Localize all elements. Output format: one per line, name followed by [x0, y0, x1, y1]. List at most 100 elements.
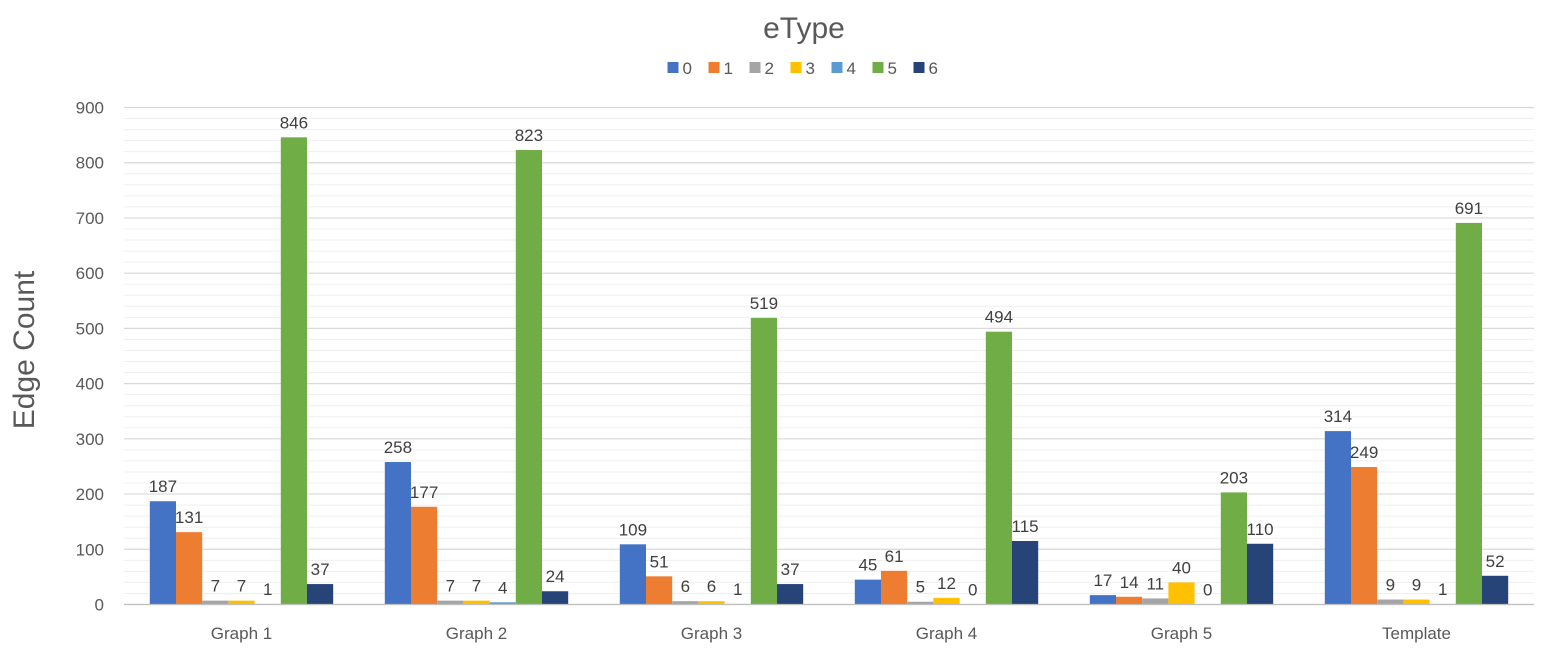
x-tick-label: Template	[1382, 624, 1451, 643]
legend-swatch	[790, 62, 802, 73]
y-tick-label: 900	[76, 99, 104, 118]
legend-label: 6	[929, 59, 938, 78]
data-label: 6	[681, 577, 690, 596]
bar	[1168, 582, 1195, 605]
data-label: 5	[916, 578, 925, 597]
bar	[750, 317, 777, 605]
bar	[881, 570, 908, 605]
legend-item: 5	[872, 59, 897, 78]
bar	[1482, 575, 1509, 605]
data-label: 494	[985, 308, 1013, 327]
bar	[698, 601, 725, 605]
bar	[437, 600, 464, 605]
data-label: 7	[446, 577, 455, 596]
bar	[542, 591, 569, 605]
legend: 0 1 2 3 4 5 6	[667, 59, 938, 78]
legend-label: 4	[847, 59, 856, 78]
bar	[646, 576, 673, 605]
bar	[1012, 540, 1039, 605]
bar	[384, 462, 411, 605]
bar	[933, 597, 960, 605]
data-label: 45	[858, 556, 877, 575]
bar	[1089, 595, 1116, 605]
data-label: 7	[211, 577, 220, 596]
bar	[1220, 492, 1247, 605]
data-label: 51	[650, 552, 669, 571]
bar	[411, 506, 438, 605]
bar	[176, 532, 203, 605]
legend-swatch	[749, 62, 761, 73]
x-tick-label: Graph 2	[446, 624, 507, 643]
legend-item: 1	[708, 59, 733, 78]
x-tick-label: Graph 4	[916, 624, 977, 643]
legend-swatch	[667, 62, 679, 73]
data-label: 40	[1172, 558, 1191, 577]
legend-item: 3	[790, 59, 815, 78]
data-label: 846	[280, 113, 308, 132]
bar	[307, 584, 334, 605]
data-label: 61	[885, 547, 904, 566]
data-label: 1	[263, 580, 272, 599]
data-label: 37	[311, 560, 330, 579]
data-label: 52	[1486, 552, 1505, 571]
x-axis-ticks: Graph 1 Graph 2 Graph 3 Graph 4 Graph 5 Templ…	[124, 603, 1534, 643]
data-label: 9	[1386, 576, 1395, 595]
legend-item: 6	[913, 59, 938, 78]
data-label: 823	[515, 126, 543, 145]
data-label: 9	[1412, 576, 1421, 595]
legend-swatch	[831, 62, 843, 73]
data-label: 7	[237, 577, 246, 596]
y-tick-label: 800	[76, 154, 104, 173]
bar	[1116, 596, 1143, 605]
x-tick-label: Graph 5	[1151, 624, 1212, 643]
data-label: 177	[410, 483, 438, 502]
legend-swatch	[913, 62, 925, 73]
x-tick-label: Graph 3	[681, 624, 742, 643]
legend-label: 2	[765, 59, 774, 78]
bar	[672, 601, 699, 605]
y-tick-label: 0	[95, 596, 104, 615]
data-label: 115	[1012, 517, 1039, 536]
y-axis-ticks: 0 100 200 300 400 500 600 700 800 900	[76, 99, 104, 615]
data-label: 519	[750, 294, 778, 313]
y-tick-label: 700	[76, 209, 104, 228]
data-label: 109	[619, 520, 647, 539]
bar	[515, 150, 542, 605]
legend-item: 2	[749, 59, 774, 78]
bar	[619, 544, 646, 605]
data-label: 12	[937, 574, 956, 593]
data-label: 187	[149, 477, 177, 496]
chart-title: eType	[763, 12, 845, 45]
bar	[985, 331, 1012, 605]
bar	[1324, 431, 1351, 605]
data-label: 249	[1350, 443, 1378, 462]
data-label: 4	[498, 578, 507, 597]
legend-swatch	[708, 62, 720, 73]
data-label: 0	[968, 581, 977, 600]
data-label: 6	[707, 577, 716, 596]
data-label: 203	[1220, 468, 1248, 487]
legend-label: 3	[806, 59, 815, 78]
bar	[1142, 598, 1169, 605]
legend-item: 0	[667, 59, 692, 78]
legend-label: 5	[888, 59, 897, 78]
bar	[149, 501, 176, 605]
bar	[1403, 599, 1430, 605]
data-label: 1	[733, 580, 742, 599]
data-label: 1	[1438, 580, 1447, 599]
y-tick-label: 500	[76, 319, 104, 338]
y-tick-label: 200	[76, 485, 104, 504]
data-label: 37	[781, 560, 800, 579]
grid-lines	[124, 106, 1534, 606]
y-tick-label: 100	[76, 540, 104, 559]
bars	[149, 137, 1509, 605]
bar	[1247, 543, 1274, 605]
legend-label: 1	[724, 59, 733, 78]
data-label: 14	[1120, 573, 1139, 592]
legend-swatch	[872, 62, 884, 73]
data-label: 11	[1146, 574, 1164, 593]
data-label: 314	[1324, 407, 1352, 426]
legend-item: 4	[831, 59, 856, 78]
